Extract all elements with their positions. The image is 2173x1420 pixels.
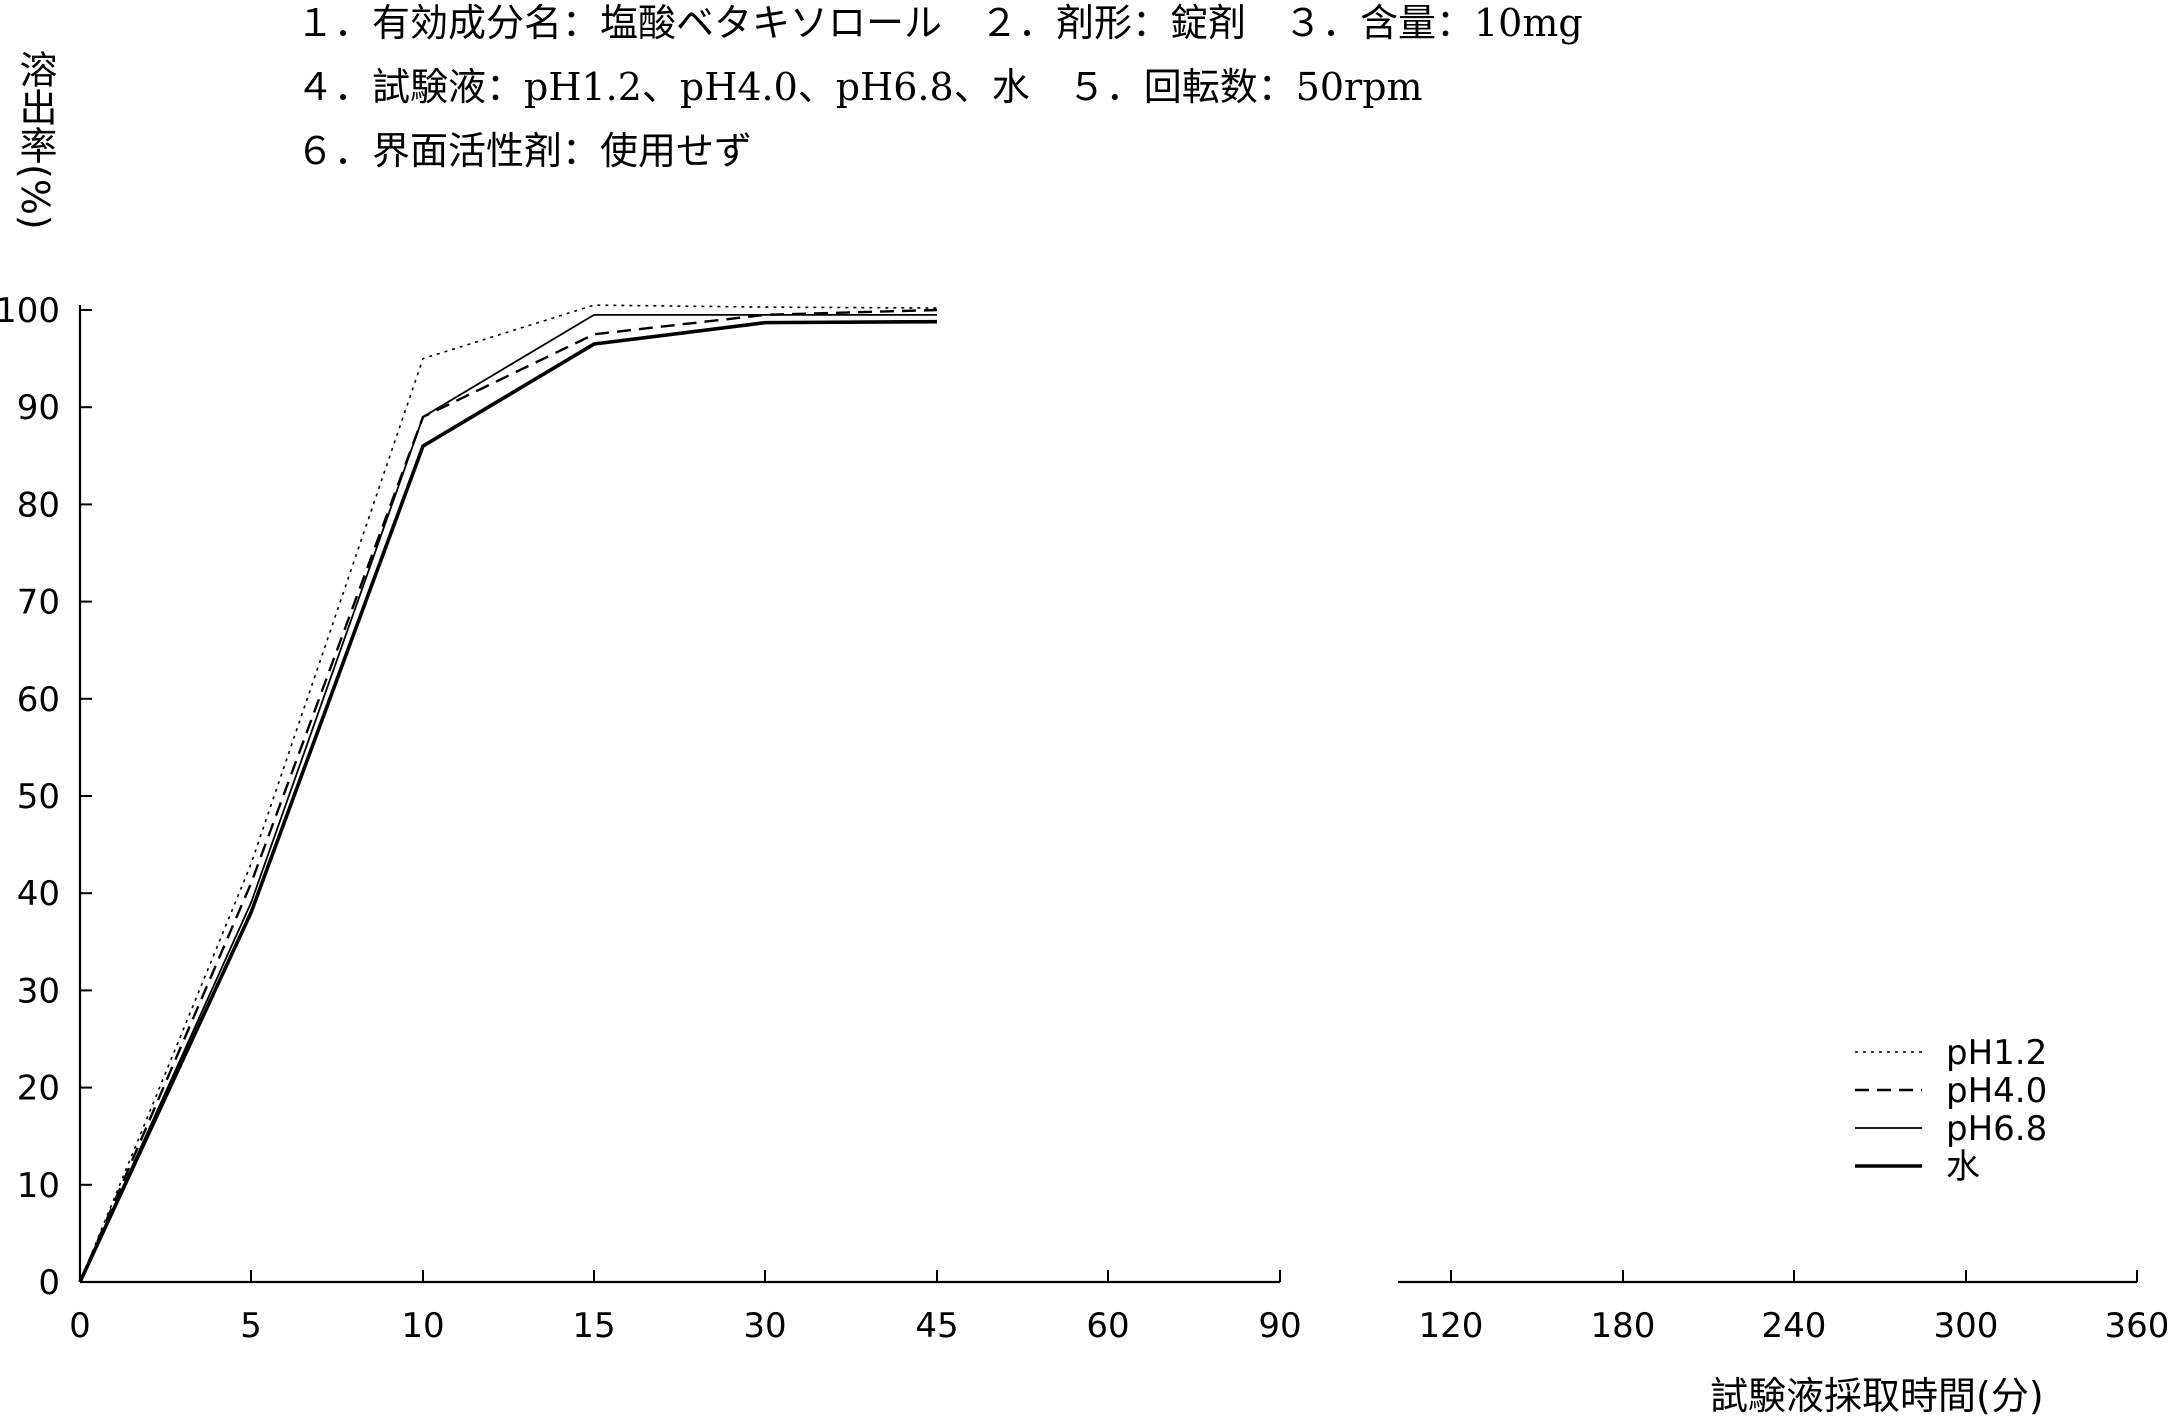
x-tick-label: 360: [2105, 1306, 2170, 1346]
condition-line-3: ６．界面活性剤：使用せず: [296, 129, 753, 173]
legend-label: pH1.2: [1946, 1033, 2047, 1073]
x-tick-label: 300: [1934, 1306, 1999, 1346]
y-tick-label: 30: [17, 971, 60, 1011]
y-tick-label: 90: [17, 388, 60, 428]
x-tick-label: 5: [240, 1306, 262, 1346]
x-tick-label: 30: [743, 1306, 786, 1346]
x-tick-label: 240: [1762, 1306, 1827, 1346]
x-tick-label: 90: [1258, 1306, 1301, 1346]
legend-label: pH4.0: [1946, 1071, 2047, 1111]
y-tick-label: 20: [17, 1069, 60, 1109]
x-axis-label: 試験液採取時間(分): [1710, 1374, 2044, 1418]
x-tick-label: 15: [572, 1306, 615, 1346]
series-line-2: [79, 313, 937, 1283]
series-line-3: [78, 319, 938, 1283]
condition-line-1: １．有効成分名：塩酸ベタキソロール ２．剤形：錠剤 ３．含量：10mg: [296, 1, 1583, 45]
series-line-1: [78, 308, 938, 1283]
x-tick-label: 60: [1086, 1306, 1129, 1346]
y-tick-label: 40: [17, 874, 60, 914]
y-tick-label: 100: [0, 291, 60, 331]
y-tick-label: 60: [17, 680, 60, 720]
chart-axes: [78, 305, 2137, 1284]
series-line-0: [79, 304, 938, 1283]
y-tick-label: 70: [17, 583, 60, 623]
x-tick-label: 180: [1591, 1306, 1656, 1346]
x-tick-label: 10: [401, 1306, 444, 1346]
legend-label: pH6.8: [1946, 1109, 2047, 1149]
series-lines: [78, 304, 938, 1283]
y-tick-label: 50: [17, 777, 60, 817]
x-tick-label: 45: [915, 1306, 958, 1346]
x-tick-label: 0: [69, 1306, 91, 1346]
x-tick-label: 120: [1419, 1306, 1484, 1346]
condition-line-2: ４．試験液：pH1.2、pH4.0、pH6.8、水 ５．回転数：50rpm: [296, 65, 1423, 109]
y-axis-ticks: 0 10 20 30 40 50 60 70 80 90 100: [0, 291, 92, 1303]
y-tick-label: 10: [17, 1166, 60, 1206]
y-tick-label: 0: [38, 1263, 60, 1303]
y-axis-label: 溶出率(%): [13, 50, 57, 230]
x-axis-ticks: 0 5 10 15 30 45 60 90 120 180 240 300 360: [69, 1270, 2169, 1346]
legend-label: 水: [1946, 1147, 1980, 1187]
y-tick-label: 80: [17, 485, 60, 525]
